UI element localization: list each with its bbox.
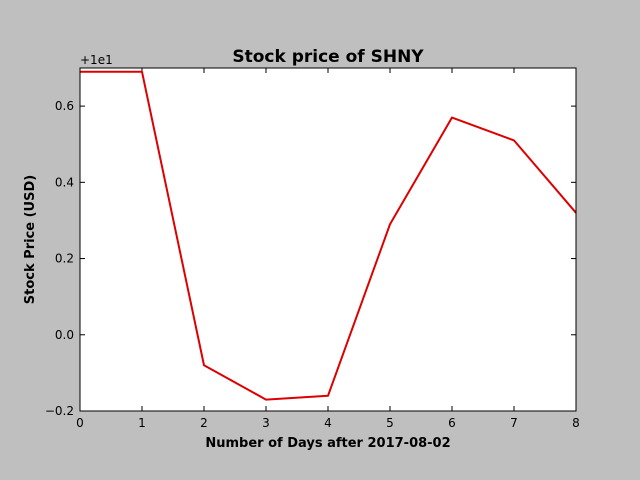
series-line <box>80 70 577 401</box>
y-tick-label: 0.6 <box>55 99 74 113</box>
x-tick-label: 0 <box>76 416 84 430</box>
x-tick-label: 7 <box>510 416 518 430</box>
x-tick-label: 5 <box>386 416 394 430</box>
x-tick-label: 6 <box>448 416 456 430</box>
chart-title: Stock price of SHNY <box>232 47 424 67</box>
y-tick-label: 0.2 <box>55 252 74 266</box>
x-tick-label: 4 <box>324 416 332 430</box>
x-axis-label: Number of Days after 2017-08-02 <box>205 436 450 451</box>
y-tick-label: 0.4 <box>55 175 74 189</box>
y-tick-label: −0.2 <box>45 404 74 418</box>
series-layer <box>80 70 577 401</box>
y-axis-offset-text: +1e1 <box>80 53 113 67</box>
plot-frame <box>79 67 577 412</box>
y-tick-label: 0.0 <box>55 328 74 342</box>
y-axis-label: Stock Price (USD) <box>23 175 38 304</box>
x-tick-label: 1 <box>138 416 146 430</box>
x-tick-label: 2 <box>200 416 208 430</box>
plot-area <box>80 68 576 411</box>
x-tick-label: 8 <box>572 416 580 430</box>
x-tick-label: 3 <box>262 416 270 430</box>
